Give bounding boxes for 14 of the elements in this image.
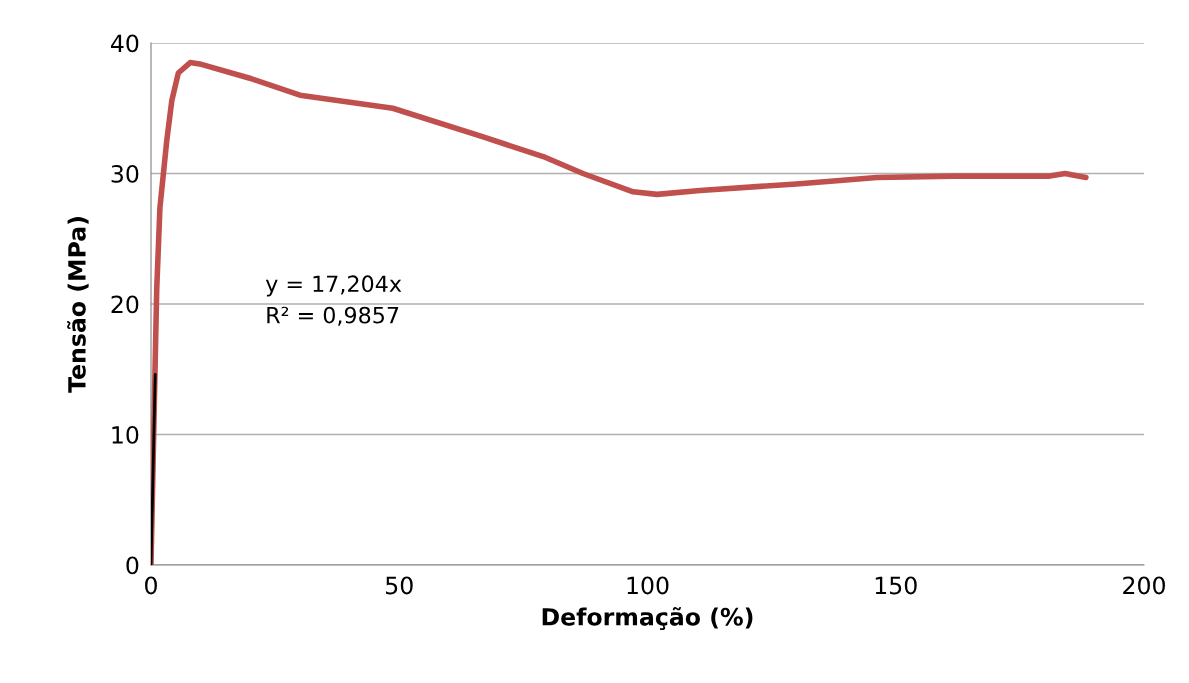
- y-tick-label: 0: [126, 556, 139, 575]
- x-tick-label: 200: [1123, 576, 1165, 595]
- x-tick-label: 150: [875, 576, 917, 595]
- x-tick-label: 0: [145, 576, 157, 595]
- y-tick-label: 30: [111, 164, 139, 183]
- y-tick-label: 10: [112, 425, 139, 444]
- y-tick-label: 20: [111, 295, 139, 314]
- annotation: y = 17,204x: [265, 275, 402, 297]
- y-axis-title: Tensão (MPa): [67, 217, 89, 393]
- x-tick-label: 50: [386, 576, 413, 595]
- y-tick-label: 40: [111, 34, 139, 53]
- annotation: R² = 0,9857: [267, 306, 399, 326]
- x-axis-title: Deformação (%): [542, 607, 753, 630]
- x-tick-label: 100: [627, 576, 669, 595]
